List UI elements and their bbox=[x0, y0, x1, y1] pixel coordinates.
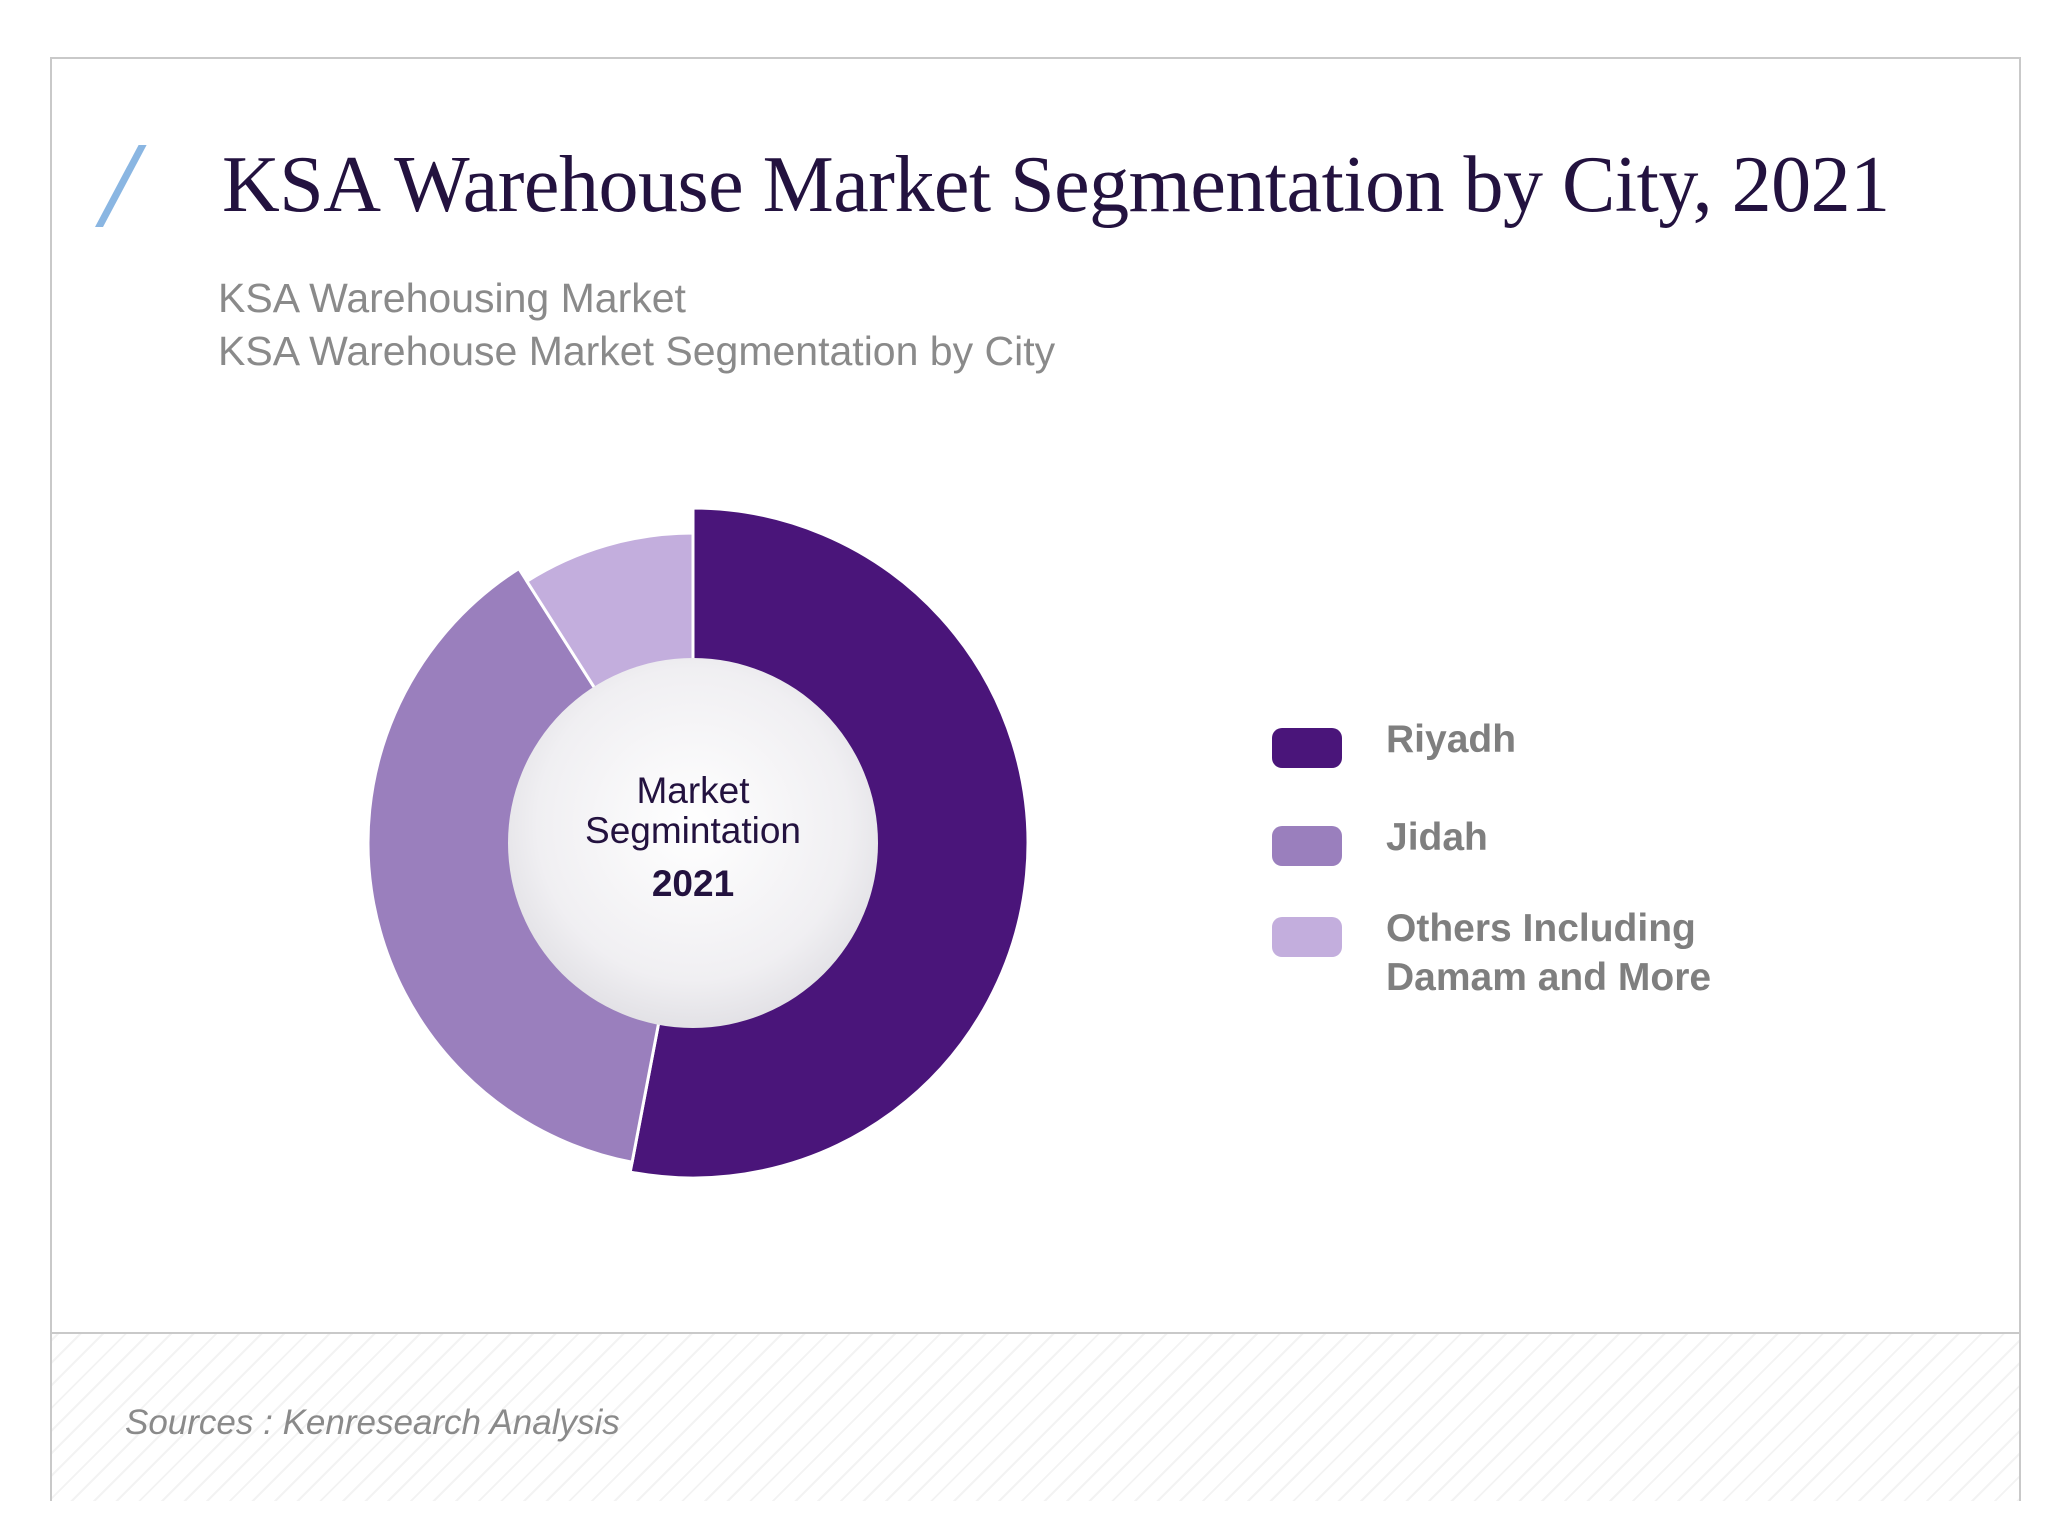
center-label-line-1: Market bbox=[636, 770, 750, 811]
legend-label-others-line-2: Damam and More bbox=[1386, 956, 1712, 999]
subtitle-line-1: KSA Warehousing Market bbox=[218, 275, 686, 321]
donut-center bbox=[508, 658, 878, 1028]
legend-swatch-jidah bbox=[1272, 826, 1342, 866]
legend-swatch-others bbox=[1272, 917, 1342, 957]
legend-label-others-line-1: Others Including bbox=[1386, 907, 1696, 950]
legend-swatch-riyadh bbox=[1272, 728, 1342, 768]
footer-band bbox=[52, 1332, 2019, 1501]
legend-label-jidah: Jidah bbox=[1386, 816, 1488, 859]
legend-label-riyadh: Riyadh bbox=[1386, 718, 1517, 761]
chart-title: KSA Warehouse Market Segmentation by Cit… bbox=[222, 141, 1890, 229]
source-note: Sources : Kenresearch Analysis bbox=[125, 1403, 620, 1442]
center-label-line-2: Segmintation bbox=[585, 810, 801, 851]
center-label-year: 2021 bbox=[652, 863, 734, 904]
subtitle-line-2: KSA Warehouse Market Segmentation by Cit… bbox=[218, 328, 1056, 374]
